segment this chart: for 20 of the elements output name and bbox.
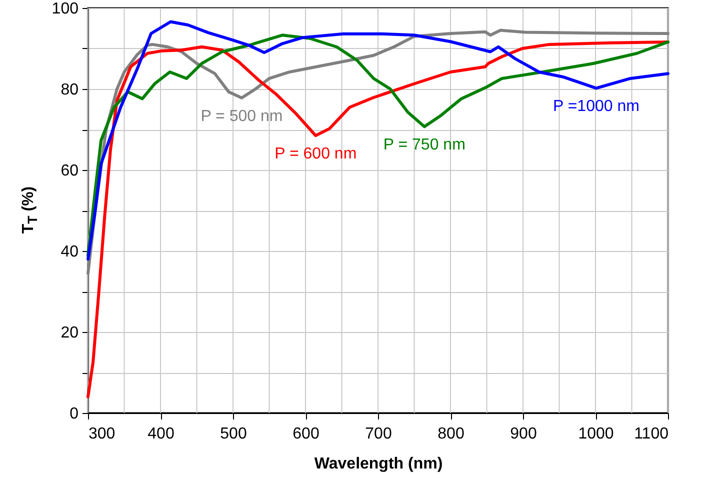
- annotation: P = 750 nm: [383, 136, 466, 154]
- y-tick-label: 20: [60, 324, 79, 342]
- x-tick-label: 600: [292, 426, 320, 442]
- x-tick-label: 300: [88, 426, 116, 442]
- y-tick-label: 100: [52, 0, 79, 18]
- x-tick-label: 1000: [578, 426, 614, 442]
- y-tick-label: 40: [60, 244, 79, 260]
- annotation: P = 500 nm: [200, 108, 283, 125]
- y-tick-label: 0: [70, 406, 79, 422]
- y-tick-label: 80: [60, 82, 79, 98]
- y-tick-label: 60: [60, 162, 79, 180]
- x-tick-label: 700: [365, 426, 392, 442]
- x-tick-label: 1100: [634, 426, 669, 442]
- x-tick-label: 400: [148, 426, 174, 442]
- x-tick-label: 900: [510, 426, 537, 442]
- x-tick-label: 500: [220, 426, 247, 442]
- annotation: P = 600 nm: [274, 146, 357, 163]
- x-tick-label: 800: [438, 426, 464, 442]
- annotation: P =1000 nm: [553, 98, 640, 116]
- x-axis-title: Wavelength (nm): [314, 456, 443, 472]
